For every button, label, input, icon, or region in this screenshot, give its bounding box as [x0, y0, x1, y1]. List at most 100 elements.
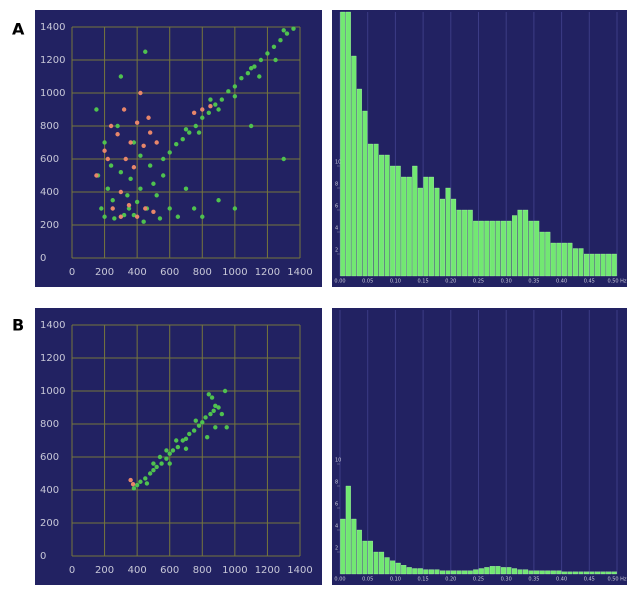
y-tick-label: 1000	[40, 88, 65, 99]
point	[216, 198, 221, 203]
bar	[595, 571, 601, 575]
x-tick-label: 0.50 Hz	[607, 577, 626, 583]
point	[130, 482, 136, 487]
point	[278, 38, 283, 43]
point	[224, 425, 229, 430]
bar	[511, 568, 518, 575]
point	[183, 127, 189, 132]
point	[164, 448, 169, 453]
point	[174, 438, 179, 443]
y-tick-label: 600	[40, 452, 59, 463]
bar	[467, 570, 473, 575]
x-tick-label: 0.35	[528, 279, 539, 285]
bar	[395, 562, 401, 575]
bar	[395, 165, 401, 277]
point	[206, 110, 211, 116]
bar	[495, 220, 501, 277]
bar	[523, 569, 529, 575]
x-tick-label: 0.10	[390, 279, 401, 285]
bar	[523, 209, 529, 277]
point	[206, 392, 211, 397]
point	[248, 66, 254, 71]
point	[128, 477, 133, 483]
bar	[412, 568, 418, 575]
x-tick-label: 0.50 Hz	[607, 279, 626, 285]
bar	[345, 11, 351, 277]
plot-background	[35, 10, 322, 287]
bar	[473, 220, 479, 277]
bar	[428, 569, 434, 575]
point	[157, 216, 163, 221]
x-tick-label: 600	[160, 267, 179, 278]
point	[273, 57, 278, 63]
bar	[445, 187, 451, 277]
y-tick-label: 1200	[40, 55, 65, 66]
point	[219, 97, 225, 102]
point	[134, 214, 140, 219]
point	[216, 405, 221, 410]
bar	[434, 187, 440, 277]
point	[147, 163, 153, 168]
x-tick-label: 0.35	[528, 577, 539, 583]
point	[208, 97, 213, 102]
point	[239, 75, 244, 81]
point	[213, 403, 218, 409]
point	[138, 90, 143, 96]
point	[167, 451, 172, 456]
point	[151, 181, 156, 186]
x-tick-label: 0.15	[418, 279, 429, 285]
bar	[428, 176, 434, 277]
point	[187, 130, 192, 135]
bar	[439, 198, 446, 277]
bar	[484, 567, 490, 575]
point	[159, 461, 164, 466]
point	[125, 193, 130, 198]
point	[138, 479, 143, 484]
bar	[611, 571, 617, 575]
bar	[462, 570, 468, 575]
bar	[550, 242, 556, 277]
point	[112, 216, 117, 221]
point	[232, 206, 238, 211]
point	[154, 140, 159, 145]
point	[141, 219, 146, 224]
y-tick-label: 600	[40, 154, 59, 165]
x-tick-label: 600	[160, 565, 179, 576]
bar	[584, 571, 590, 575]
bar	[561, 242, 567, 277]
bar	[572, 248, 578, 277]
plot-background	[332, 308, 627, 585]
point	[208, 411, 213, 417]
point	[180, 438, 185, 443]
x-tick-label: 0.20	[445, 577, 456, 583]
bar	[489, 566, 495, 575]
point	[108, 163, 114, 168]
point	[151, 461, 156, 466]
point	[167, 206, 172, 211]
point	[180, 137, 185, 142]
point	[200, 420, 205, 425]
point	[200, 107, 205, 112]
point	[143, 476, 148, 481]
point	[102, 140, 107, 145]
x-tick-label: 400	[128, 267, 147, 278]
bar	[401, 565, 407, 575]
x-tick-label: 200	[95, 267, 114, 278]
point	[208, 104, 213, 109]
x-tick-label: 0.40	[556, 279, 567, 285]
point	[161, 156, 166, 162]
point	[265, 51, 270, 56]
point	[118, 170, 124, 175]
bar	[356, 88, 362, 277]
bar	[412, 165, 418, 277]
point	[147, 471, 153, 476]
x-tick-label: 0	[69, 267, 75, 278]
point	[291, 26, 296, 31]
y-tick-label: 8	[335, 480, 338, 486]
point	[258, 57, 264, 63]
y-tick-label: 200	[40, 220, 59, 231]
bar	[506, 220, 512, 277]
point	[183, 436, 189, 442]
point	[154, 464, 159, 470]
point	[191, 110, 197, 116]
